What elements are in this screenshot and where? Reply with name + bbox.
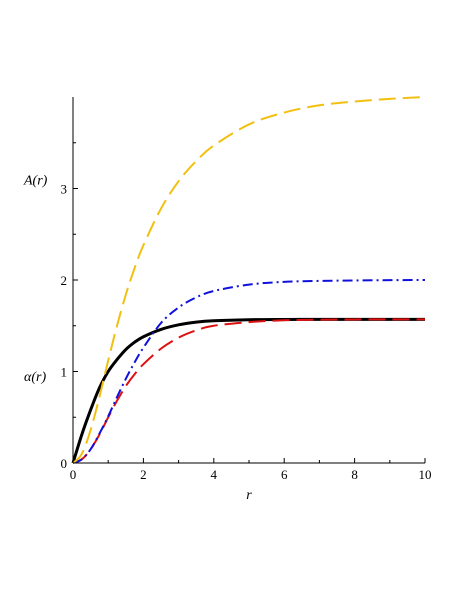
series-line-3 <box>72 96 426 464</box>
y-tick-label: 2 <box>61 273 68 288</box>
series-line-2 <box>72 279 426 464</box>
y-tick-label: 3 <box>61 182 68 197</box>
x-tick-label: 4 <box>211 467 218 482</box>
curves <box>71 96 426 464</box>
x-tick-label: 6 <box>281 467 288 482</box>
annotation-alpha-r: α(r) <box>24 370 46 385</box>
x-tick-label: 8 <box>351 467 358 482</box>
series-line-0 <box>71 317 425 464</box>
y-tick-label: 1 <box>61 365 68 380</box>
x-tick-label: 0 <box>70 467 77 482</box>
x-tick-label: 2 <box>140 467 147 482</box>
annotation-A-r: A(r) <box>23 173 48 188</box>
ticks: 0 2 4 6 8 10 0 1 2 3 <box>61 142 432 482</box>
series-line-1 <box>72 318 426 464</box>
x-tick-label: 10 <box>419 467 432 482</box>
y-tick-label: 0 <box>61 456 68 471</box>
x-axis-label: r <box>246 488 252 503</box>
